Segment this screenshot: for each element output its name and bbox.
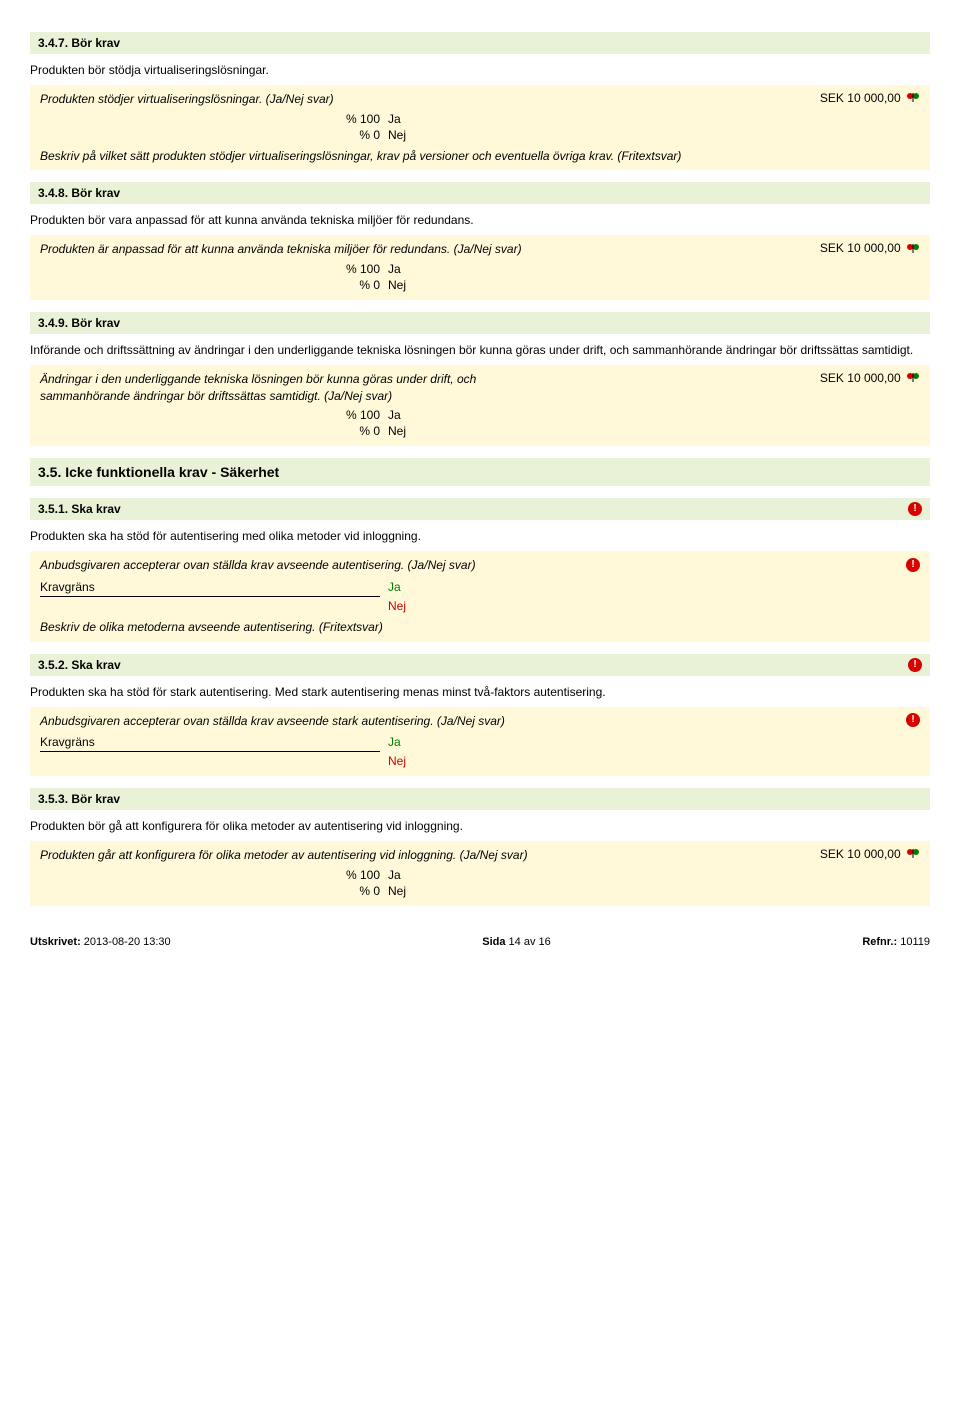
pct100-label: % 100 xyxy=(40,112,388,126)
answer-block-349: Ändringar i den underliggande tekniska l… xyxy=(30,365,930,447)
price-text: SEK 10 000,00 xyxy=(820,91,920,106)
section-header-352: 3.5.2. Ska krav ! xyxy=(30,654,930,676)
pct100-value: Ja xyxy=(388,112,401,126)
pct0-label: % 0 xyxy=(40,278,388,292)
pct100-value: Ja xyxy=(388,262,401,276)
alert-right: ! xyxy=(906,557,920,572)
section-desc-348: Produkten bör vara anpassad för att kunn… xyxy=(30,208,930,235)
section-header-title: 3.4.8. Bör krav xyxy=(38,186,120,200)
kravgrans-value: Ja xyxy=(380,735,401,752)
pct0-value: Nej xyxy=(388,128,406,142)
price-text: SEK 10 000,00 xyxy=(820,241,920,256)
price-text: SEK 10 000,00 xyxy=(820,847,920,862)
nej-spacer xyxy=(40,599,388,613)
answer-block-348: Produkten är anpassad för att kunna anvä… xyxy=(30,235,930,300)
pct100-value: Ja xyxy=(388,408,401,422)
page-label: Sida xyxy=(482,936,508,948)
section-header-title: 3.5.1. Ska krav xyxy=(38,502,121,516)
section-desc-353: Produkten bör gå att konfigurera för oli… xyxy=(30,814,930,841)
question-text: Anbudsgivaren accepterar ovan ställda kr… xyxy=(40,557,476,574)
alert-icon: ! xyxy=(908,658,922,672)
price-text: SEK 10 000,00 xyxy=(820,371,920,386)
pct0-value: Nej xyxy=(388,884,406,898)
section-header-351: 3.5.1. Ska krav ! xyxy=(30,498,930,520)
section-header-title: 3.4.7. Bör krav xyxy=(38,36,120,50)
alert-icon: ! xyxy=(906,713,920,727)
pct0-value: Nej xyxy=(388,424,406,438)
kravgrans-value: Ja xyxy=(380,580,401,597)
alert-icon: ! xyxy=(908,502,922,516)
pct100-label: % 100 xyxy=(40,262,388,276)
pct0-label: % 0 xyxy=(40,128,388,142)
ref-label: Refnr.: xyxy=(862,936,897,948)
alert-icon: ! xyxy=(906,558,920,572)
answer-block-352: Anbudsgivaren accepterar ovan ställda kr… xyxy=(30,707,930,777)
scale-icon xyxy=(906,242,920,257)
section-header-title: 3.5. Icke funktionella krav - Säkerhet xyxy=(38,464,279,480)
question-text: Produkten stödjer virtualiseringslösning… xyxy=(40,91,334,108)
section-desc-347: Produkten bör stödja virtualiseringslösn… xyxy=(30,58,930,85)
section-header-35: 3.5. Icke funktionella krav - Säkerhet xyxy=(30,458,930,486)
alert-right: ! xyxy=(906,713,920,728)
kravgrans-label: Kravgräns xyxy=(40,735,380,752)
footer-page: Sida 14 av 16 xyxy=(482,936,551,948)
nej-spacer xyxy=(40,754,388,768)
answer-block-347: Produkten stödjer virtualiseringslösning… xyxy=(30,85,930,171)
section-header-348: 3.4.8. Bör krav xyxy=(30,182,930,204)
followup-text: Beskriv de olika metoderna avseende aute… xyxy=(40,619,920,636)
page-footer: Utskrivet: 2013-08-20 13:30 Sida 14 av 1… xyxy=(30,936,930,948)
printed-value: 2013-08-20 13:30 xyxy=(81,936,171,948)
section-header-title: 3.5.2. Ska krav xyxy=(38,658,121,672)
question-text: Ändringar i den underliggande tekniska l… xyxy=(40,371,560,405)
question-text: Anbudsgivaren accepterar ovan ställda kr… xyxy=(40,713,505,730)
scale-icon xyxy=(906,847,920,862)
page-total: 16 xyxy=(535,936,550,948)
footer-ref: Refnr.: 10119 xyxy=(862,936,930,948)
section-desc-351: Produkten ska ha stöd för autentisering … xyxy=(30,524,930,551)
pct100-value: Ja xyxy=(388,868,401,882)
answer-block-351: Anbudsgivaren accepterar ovan ställda kr… xyxy=(30,551,930,642)
section-header-347: 3.4.7. Bör krav xyxy=(30,32,930,54)
kravgrans-label: Kravgräns xyxy=(40,580,380,597)
pct100-label: % 100 xyxy=(40,408,388,422)
section-desc-349: Införande och driftssättning av ändringa… xyxy=(30,338,930,365)
answer-block-353: Produkten går att konfigurera för olika … xyxy=(30,841,930,906)
section-desc-352: Produkten ska ha stöd för stark autentis… xyxy=(30,680,930,707)
ref-value: 10119 xyxy=(897,936,930,948)
pct0-label: % 0 xyxy=(40,424,388,438)
scale-icon xyxy=(906,371,920,386)
footer-printed: Utskrivet: 2013-08-20 13:30 xyxy=(30,936,171,948)
printed-label: Utskrivet: xyxy=(30,936,81,948)
nej-value: Nej xyxy=(388,599,406,613)
section-header-title: 3.4.9. Bör krav xyxy=(38,316,120,330)
pct100-label: % 100 xyxy=(40,868,388,882)
scale-icon xyxy=(906,91,920,106)
section-header-349: 3.4.9. Bör krav xyxy=(30,312,930,334)
pct0-value: Nej xyxy=(388,278,406,292)
nej-value: Nej xyxy=(388,754,406,768)
followup-text: Beskriv på vilket sätt produkten stödjer… xyxy=(40,148,920,165)
section-header-title: 3.5.3. Bör krav xyxy=(38,792,120,806)
page-value: 14 av xyxy=(509,936,536,948)
pct0-label: % 0 xyxy=(40,884,388,898)
question-text: Produkten går att konfigurera för olika … xyxy=(40,847,528,864)
section-header-353: 3.5.3. Bör krav xyxy=(30,788,930,810)
question-text: Produkten är anpassad för att kunna anvä… xyxy=(40,241,522,258)
